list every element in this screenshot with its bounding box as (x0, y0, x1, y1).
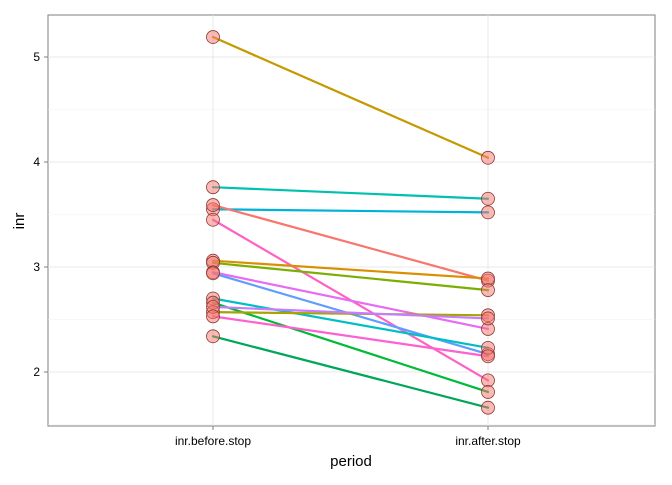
series-line (211, 203, 490, 282)
data-point (481, 385, 495, 399)
series-line (211, 315, 490, 358)
data-point (481, 311, 495, 326)
data-point (481, 150, 495, 165)
data-point (206, 309, 220, 324)
plot-panel (47, 14, 656, 427)
y-tick-label: 2 (33, 365, 40, 379)
series-line (211, 35, 490, 159)
series-line (211, 208, 490, 214)
data-point (206, 198, 220, 212)
series-line (211, 305, 490, 320)
x-tick-label: inr.before.stop (175, 434, 251, 448)
series-line (211, 301, 490, 394)
data-point (206, 266, 220, 281)
data-point (481, 271, 495, 286)
data-point (206, 30, 220, 44)
x-tick-label: inr.after.stop (455, 434, 521, 448)
data-point (206, 212, 220, 227)
y-axis-label: inr (11, 213, 28, 230)
y-tick-label: 4 (33, 155, 40, 169)
y-axis-ticks: 2 3 4 5 (33, 50, 48, 379)
series-lines (211, 35, 490, 409)
data-point (481, 400, 495, 415)
data-point (481, 283, 495, 298)
data-point (481, 373, 495, 388)
series-line (211, 335, 490, 409)
data-point (481, 205, 495, 220)
data-point (481, 191, 495, 206)
y-tick-label: 3 (33, 260, 40, 274)
grid-minor (48, 109, 655, 425)
series-line (211, 186, 490, 200)
points (206, 30, 495, 415)
data-point (481, 349, 495, 364)
y-tick-label: 5 (33, 50, 40, 64)
x-axis-ticks: inr.before.stop inr.after.stop (175, 426, 521, 448)
data-point (206, 180, 220, 195)
series-line (211, 261, 490, 292)
series-line (211, 259, 490, 280)
x-axis-label: period (330, 453, 372, 470)
data-point (206, 329, 220, 344)
series-line (211, 297, 490, 349)
series-line (211, 271, 490, 331)
